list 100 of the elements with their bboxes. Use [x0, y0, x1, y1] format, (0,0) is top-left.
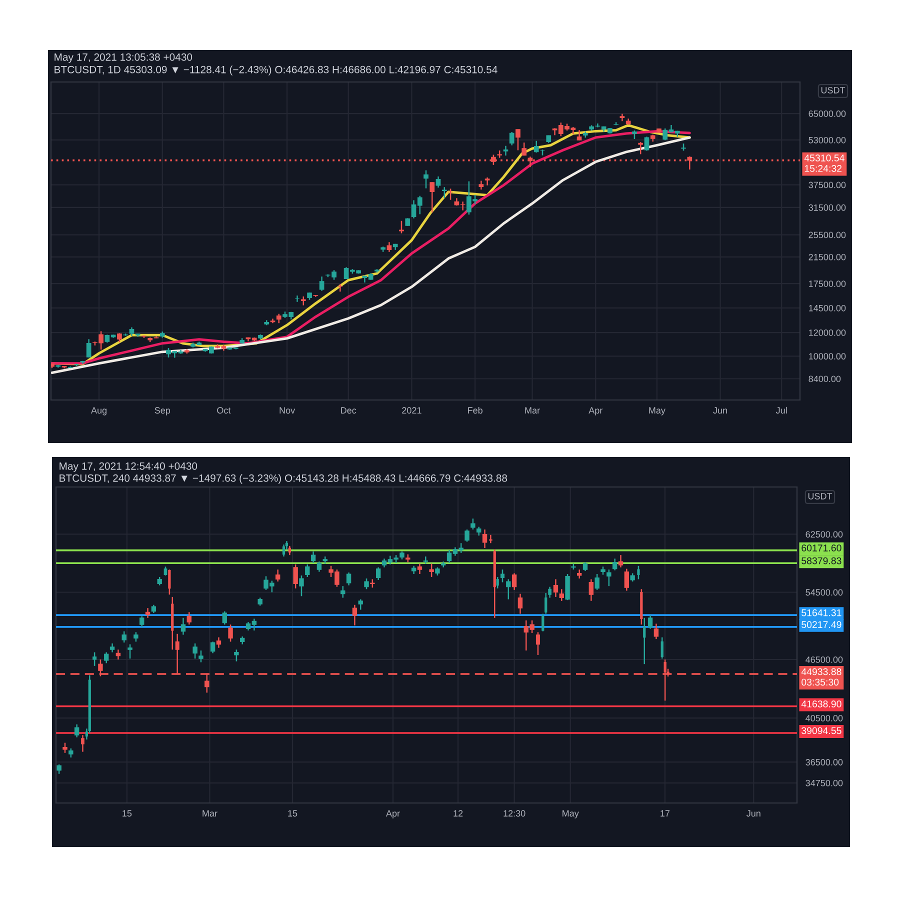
candlestick	[275, 568, 280, 582]
candlestick	[104, 652, 109, 664]
candlestick	[386, 242, 392, 253]
candlestick	[293, 564, 298, 590]
candlestick	[234, 648, 239, 662]
y-tick-label: 31500.00	[808, 204, 846, 211]
y-tick-label: 14500.00	[809, 304, 846, 312]
candlestick	[624, 568, 630, 592]
candlestick	[509, 131, 514, 146]
candlestick	[565, 573, 570, 601]
y-tick-label: 53000.00	[808, 136, 846, 144]
candlestick	[180, 617, 186, 636]
candlestick	[186, 612, 192, 626]
y-tick-label: 10000.00	[809, 353, 846, 360]
y-tick-label: 12000.00	[809, 329, 846, 336]
candlestick	[128, 644, 132, 660]
ref-line-label: 41638.90	[801, 700, 842, 708]
candlestick	[210, 641, 216, 654]
candlestick	[594, 573, 600, 591]
candlestick	[276, 313, 282, 324]
candlestick	[482, 528, 488, 549]
candlestick	[122, 630, 126, 644]
x-tick-label: Mar	[202, 810, 218, 817]
x-tick-label: May	[649, 407, 666, 416]
candlestick	[81, 734, 84, 752]
y-tick-label: 40500.00	[806, 715, 843, 722]
candlestick	[192, 642, 198, 660]
y-tick-label: 34750.00	[806, 780, 843, 786]
candlestick	[423, 556, 428, 564]
candlestick	[442, 186, 447, 199]
x-tick-label: Apr	[588, 407, 603, 416]
candlestick	[429, 563, 434, 578]
candlestick	[506, 578, 511, 600]
y-tick-label: 37500.00	[808, 182, 846, 188]
candlestick	[92, 652, 97, 667]
candlestick	[222, 610, 227, 626]
candlestick	[86, 338, 92, 358]
candlestick	[340, 585, 346, 598]
x-tick-label: 15	[122, 810, 132, 817]
ref-line-label: 58379.83	[802, 557, 842, 564]
x-tick-label: 17	[660, 810, 670, 816]
ref-line-label: 51641.31	[802, 609, 842, 616]
candlestick	[228, 624, 233, 642]
x-tick-label: Oct	[217, 407, 231, 414]
candlestick	[518, 593, 523, 614]
y-tick-label: 36500.00	[806, 759, 843, 766]
candlestick	[553, 578, 558, 598]
ref-line-label: 45310.54 15:24:32	[804, 154, 844, 172]
candlestick	[424, 170, 428, 189]
y-tick-label: 8400.00	[808, 376, 841, 382]
candlestick	[305, 564, 310, 578]
candlestick	[500, 568, 504, 583]
chart-title: May 17, 2021 13:05:38 +0430	[54, 53, 192, 63]
x-tick-label: Apr	[386, 810, 400, 818]
candlestick	[282, 544, 286, 558]
candlestick	[358, 598, 363, 610]
ref-line-label: 44933.88 03:35:30	[801, 668, 842, 686]
x-tick-label: 15	[288, 810, 298, 817]
ref-line-label: 60171.60	[802, 544, 842, 552]
candlestick	[512, 572, 517, 591]
candlestick	[516, 128, 520, 151]
candlestick	[648, 614, 653, 630]
x-tick-label: Mar	[525, 407, 540, 414]
candlestick	[644, 136, 650, 152]
x-tick-label: Jul	[776, 406, 787, 414]
candlestick	[559, 588, 564, 602]
candlestick	[436, 176, 441, 188]
y-tick-label: 54500.00	[806, 589, 843, 596]
chart-title: May 17, 2021 12:54:40 +0430	[60, 462, 198, 472]
candlestick	[654, 623, 659, 640]
candlestick	[612, 558, 618, 571]
candlestick	[399, 220, 404, 234]
x-tick-label: 2021	[402, 407, 422, 414]
x-tick-label: Nov	[280, 407, 296, 414]
x-tick-label: Aug	[91, 407, 106, 416]
candlestick	[74, 724, 80, 738]
candlestick	[522, 142, 527, 156]
x-tick-label: Jun	[713, 407, 727, 414]
candlestick	[352, 604, 358, 626]
x-tick-label: Sep	[154, 407, 170, 416]
candlestick	[417, 563, 422, 575]
candlestick	[198, 650, 204, 663]
candlestick	[489, 534, 492, 544]
y-tick-label: 21500.00	[808, 254, 846, 260]
candlestick	[618, 554, 624, 568]
candlestick	[576, 129, 582, 142]
candlestick	[536, 632, 540, 656]
candlestick	[376, 566, 381, 581]
candlestick	[430, 182, 435, 214]
candlestick	[448, 188, 453, 200]
candlestick	[484, 176, 490, 186]
candlestick	[68, 748, 74, 758]
y-tick-label: 65000.00	[808, 110, 846, 117]
y-tick-label: 46500.00	[806, 656, 843, 663]
candlestick	[588, 578, 594, 602]
chart-subtitle: BTCUSDT, 1D 45303.09 ▼ −1128.41 (−2.43%) O:46426.83 H:46686.00 L:42196.97 C:45310.54	[54, 66, 498, 76]
candlestick	[346, 572, 352, 586]
candlestick	[470, 518, 476, 530]
candlestick	[595, 122, 600, 128]
y-tick-label: 62500.00	[806, 531, 843, 538]
